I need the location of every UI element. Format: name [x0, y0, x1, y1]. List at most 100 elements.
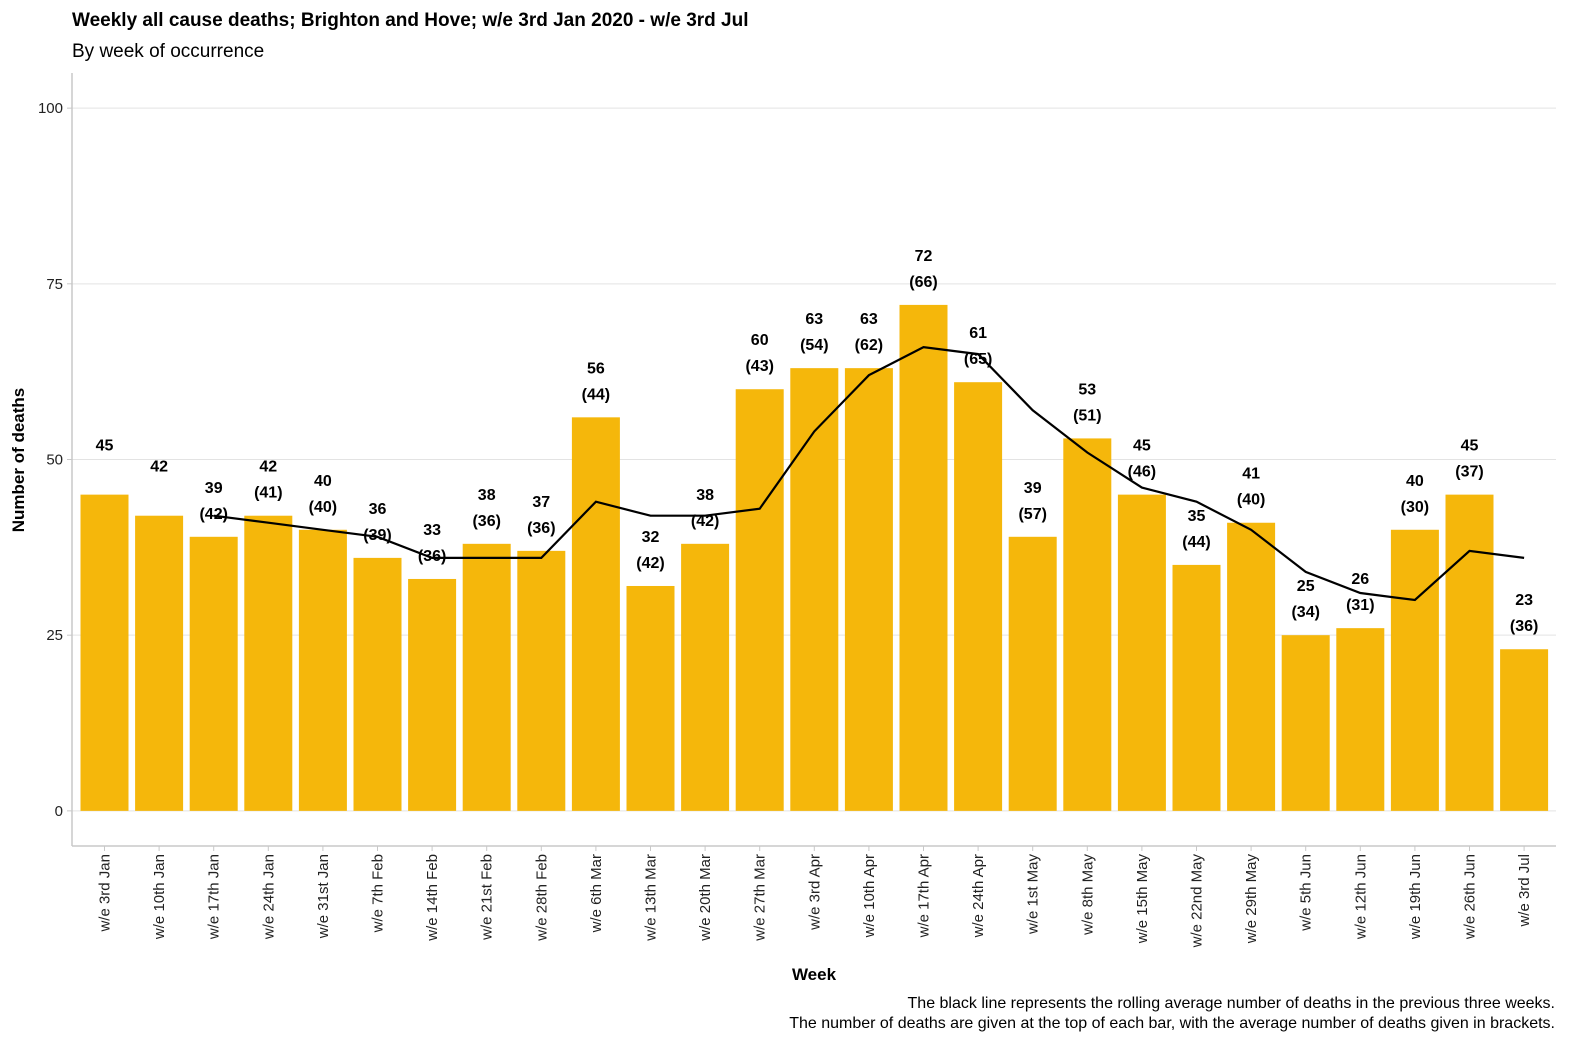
rolling-average-label-12: (42): [691, 513, 719, 530]
bar-22: [1227, 522, 1276, 811]
bar-value-label-19: 53: [1078, 381, 1096, 398]
rolling-average-label-9: (36): [527, 520, 555, 537]
bar-14: [790, 368, 839, 811]
x-tick-label-13: w/e 27th Mar: [752, 854, 769, 942]
y-tick-label-75: 75: [46, 276, 63, 293]
x-tick-label-8: w/e 21st Feb: [479, 854, 496, 941]
bar-18: [1008, 536, 1057, 811]
bar-value-label-17: 61: [969, 325, 987, 342]
x-tick-label-2: w/e 10th Jan: [151, 854, 168, 940]
bar-value-label-18: 39: [1024, 480, 1042, 497]
bar-value-label-14: 63: [805, 311, 823, 328]
x-tick-label-18: w/e 1st May: [1025, 854, 1042, 936]
y-axis-title: Number of deaths: [9, 388, 28, 533]
bar-value-label-11: 32: [642, 529, 660, 546]
bar-12: [681, 543, 730, 811]
caption-line-2: The number of deaths are given at the to…: [789, 1015, 1555, 1032]
x-tick-label-26: w/e 26th Jun: [1462, 854, 1479, 940]
x-tick-label-21: w/e 22nd May: [1189, 854, 1206, 949]
bar-value-label-10: 56: [587, 360, 605, 377]
bar-value-label-4: 42: [259, 459, 277, 476]
bar-value-label-25: 40: [1406, 473, 1424, 490]
axes: 0 25 50 75 100 w/e 3rd Jan w/e 10th Jan w/e 17t…: [38, 73, 1556, 948]
rolling-average-label-21: (44): [1182, 534, 1210, 551]
bar-value-label-7: 33: [423, 522, 441, 539]
x-tick-label-3: w/e 17th Jan: [206, 854, 223, 940]
bar-value-label-21: 35: [1188, 508, 1206, 525]
bar-11: [626, 585, 675, 811]
x-tick-label-19: w/e 8th May: [1079, 854, 1096, 936]
bar-24: [1336, 628, 1385, 811]
bar-value-label-1: 45: [96, 438, 114, 455]
bar-6: [353, 557, 402, 811]
x-tick-label-12: w/e 20th Mar: [697, 854, 714, 942]
x-tick-label-27: w/e 3rd Jul: [1516, 854, 1533, 928]
rolling-average-label-16: (66): [909, 274, 937, 291]
bar-value-label-23: 25: [1297, 578, 1315, 595]
bar-2: [135, 515, 184, 811]
value-labels: 45 42 39 (42) 42 (41) 40 (40) 36 (39) 33 (36) 38 (36)…: [96, 248, 1539, 635]
x-tick-label-17: w/e 24th Apr: [970, 854, 987, 938]
rolling-average-label-14: (54): [800, 337, 828, 354]
bar-1: [80, 494, 129, 811]
bar-10: [571, 417, 620, 811]
rolling-average-label-5: (40): [309, 499, 337, 516]
bar-value-label-5: 40: [314, 473, 332, 490]
bar-value-label-22: 41: [1242, 466, 1260, 483]
x-tick-label-22: w/e 29th May: [1243, 854, 1260, 945]
x-tick-label-20: w/e 15th May: [1134, 854, 1151, 945]
x-tick-label-23: w/e 5th Jun: [1298, 854, 1315, 932]
bar-17: [954, 382, 1003, 811]
rolling-average-label-13: (43): [745, 358, 773, 375]
y-tick-label-0: 0: [55, 803, 63, 820]
rolling-average-line: [213, 345, 1525, 602]
rolling-average-label-6: (39): [363, 527, 391, 544]
chart-subtitle: By week of occurrence: [72, 41, 264, 62]
y-tick-label-100: 100: [38, 100, 63, 117]
x-tick-label-1: w/e 3rd Jan: [97, 854, 114, 933]
bar-8: [462, 543, 511, 811]
rolling-average-label-8: (36): [472, 513, 500, 530]
bar-value-label-9: 37: [532, 494, 550, 511]
rolling-average-label-27: (36): [1510, 618, 1538, 635]
bar-26: [1445, 494, 1494, 811]
bar-16: [899, 304, 948, 811]
x-tick-label-14: w/e 3rd Apr: [806, 854, 823, 931]
bar-3: [189, 536, 238, 811]
bar-21: [1172, 564, 1221, 811]
chart-title: Weekly all cause deaths; Brighton and Ho…: [72, 10, 749, 31]
bar-23: [1281, 635, 1330, 811]
bar-value-label-24: 26: [1351, 571, 1369, 588]
bar-19: [1063, 438, 1112, 811]
x-tick-label-4: w/e 24th Jan: [260, 854, 277, 940]
x-tick-label-5: w/e 31st Jan: [315, 854, 332, 939]
y-tick-label-25: 25: [46, 627, 63, 644]
x-axis-title: Week: [792, 965, 837, 984]
rolling-average-label-24: (31): [1346, 597, 1374, 614]
y-tick-label-50: 50: [46, 452, 63, 469]
bar-9: [517, 550, 566, 811]
rolling-average-label-26: (37): [1455, 464, 1483, 481]
rolling-average-label-18: (57): [1018, 506, 1046, 523]
rolling-average-label-15: (62): [855, 337, 883, 354]
bar-7: [408, 578, 457, 811]
rolling-average-label-23: (34): [1291, 604, 1319, 621]
bar-value-label-2: 42: [150, 459, 168, 476]
bar-value-label-12: 38: [696, 487, 714, 504]
rolling-average-label-17: (65): [964, 351, 992, 368]
rolling-average-label-10: (44): [582, 386, 610, 403]
bar-value-label-3: 39: [205, 480, 223, 497]
bar-value-label-6: 36: [369, 501, 387, 518]
bar-5: [298, 529, 347, 811]
rolling-average-label-22: (40): [1237, 492, 1265, 509]
rolling-average-label-7: (36): [418, 548, 446, 565]
bar-value-label-13: 60: [751, 332, 769, 349]
x-tick-label-11: w/e 13th Mar: [643, 854, 660, 942]
rolling-average-label-11: (42): [636, 555, 664, 572]
bar-value-label-15: 63: [860, 311, 878, 328]
rolling-average-label-20: (46): [1128, 464, 1156, 481]
bar-value-label-16: 72: [915, 248, 933, 265]
bar-value-label-20: 45: [1133, 438, 1151, 455]
